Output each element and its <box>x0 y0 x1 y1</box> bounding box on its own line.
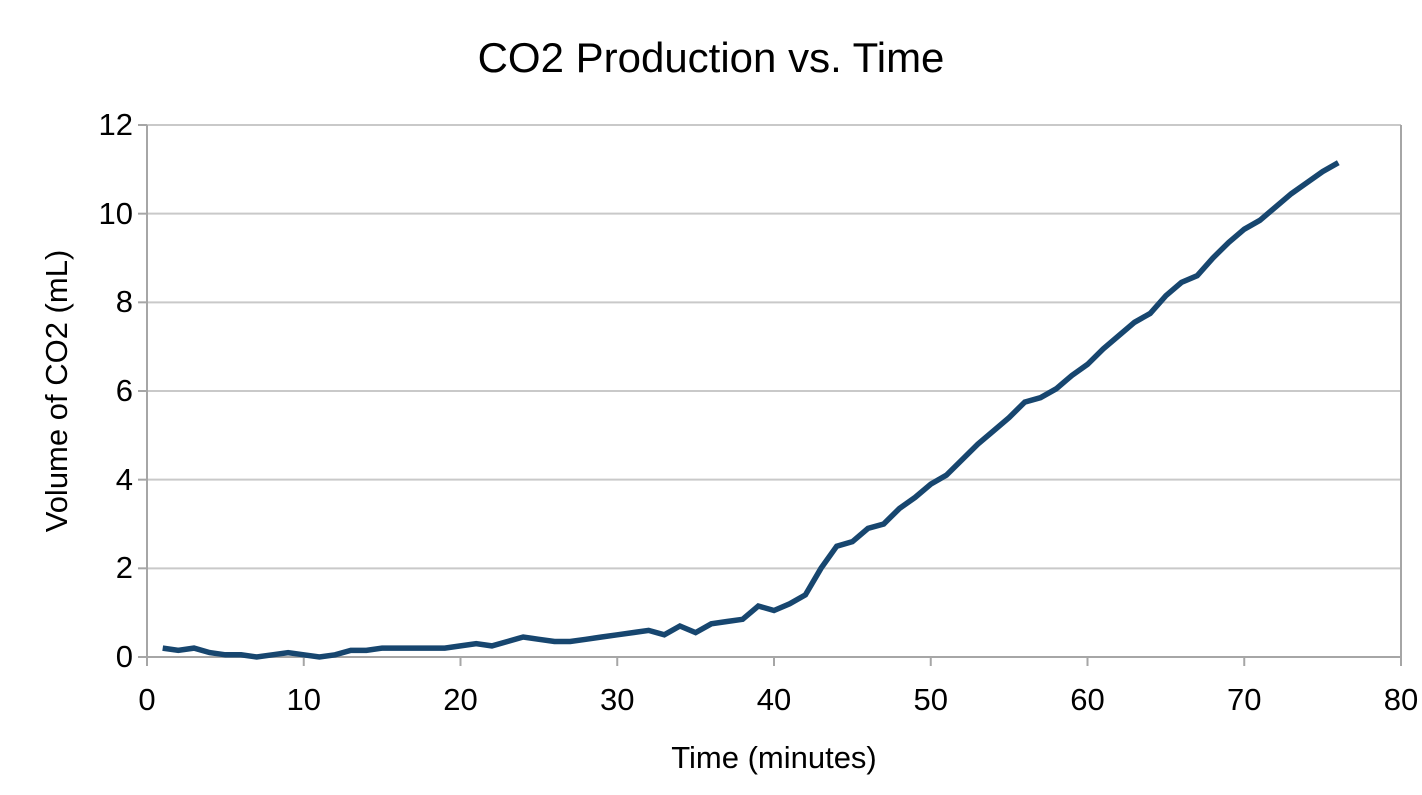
y-tick-label: 2 <box>115 550 133 586</box>
y-tick-label: 12 <box>98 107 133 142</box>
x-tick-label: 0 <box>138 682 156 717</box>
co2-series-line <box>162 160 1340 660</box>
x-tick-label: 10 <box>286 682 321 717</box>
x-tick-label: 30 <box>600 682 635 717</box>
x-tick-label: 60 <box>1070 682 1105 717</box>
x-axis-title: Time (minutes) <box>671 740 877 775</box>
chart-title: CO2 Production vs. Time <box>477 34 945 81</box>
y-tick-label: 4 <box>115 461 133 497</box>
x-tick-label: 80 <box>1383 682 1419 717</box>
x-tick-label: 50 <box>913 682 948 717</box>
y-tick-label: 10 <box>98 195 133 231</box>
y-axis-title-text: Volume of CO2 (mL) <box>39 249 74 533</box>
y-tick-label: 8 <box>115 284 133 320</box>
x-tick-label: 20 <box>443 682 478 717</box>
y-tick-label: 0 <box>115 639 133 674</box>
x-tick-label: 70 <box>1227 682 1262 717</box>
y-tick-label: 6 <box>115 373 133 408</box>
x-tick-label: 40 <box>756 682 792 717</box>
